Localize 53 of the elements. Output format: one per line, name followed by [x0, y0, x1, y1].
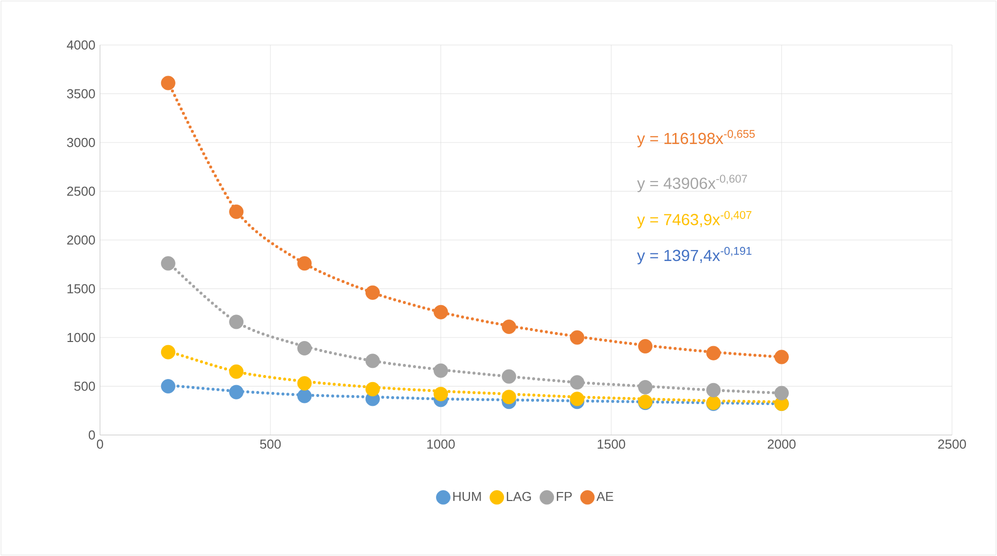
x-tick-label: 0 — [96, 440, 104, 449]
point — [638, 339, 652, 354]
point — [297, 376, 312, 391]
point — [502, 390, 516, 404]
x-tick-label: 1000 — [427, 440, 455, 449]
point — [365, 354, 380, 368]
point — [160, 344, 176, 360]
y-tick-label: 3000 — [67, 138, 95, 148]
annotation: y = 7463,9x$^{-0,407}$ — [637, 211, 752, 228]
point — [434, 386, 448, 402]
annotation: y = 1397,4x$^{-0,191}$ — [637, 246, 752, 264]
point — [160, 76, 176, 90]
point — [434, 304, 448, 320]
legend-label: HUM — [453, 492, 481, 502]
legend-label: FP — [556, 492, 572, 501]
point — [229, 384, 244, 400]
point — [365, 382, 380, 396]
annotation: y = 43906x$^{-0,607}$ — [637, 174, 747, 192]
point — [706, 382, 721, 398]
point — [434, 363, 448, 378]
x-tick-label: 2000 — [768, 440, 796, 449]
point — [502, 369, 516, 384]
point — [502, 320, 516, 334]
x-tick-label: 2500 — [938, 440, 966, 449]
annotation: y = 116198x$^{-0,655}$ — [637, 130, 755, 148]
x-tick-label: 1500 — [598, 440, 626, 449]
point — [774, 350, 789, 364]
y-tick-label: 1500 — [68, 284, 95, 294]
point — [297, 341, 312, 356]
x-tick-label: 500 — [260, 440, 281, 449]
y-tick-label: 2000 — [67, 235, 95, 245]
point — [570, 392, 584, 406]
point — [570, 375, 584, 390]
point — [160, 256, 176, 271]
y-tick-label: 3500 — [67, 89, 95, 98]
y-tick-label: 0 — [88, 430, 95, 440]
legend-label: LAG — [506, 492, 531, 502]
point — [706, 346, 721, 360]
legend-label: AE — [596, 492, 614, 501]
point — [297, 388, 312, 404]
point — [774, 386, 789, 400]
point — [160, 379, 176, 394]
point — [297, 256, 312, 271]
y-tick-label: 500 — [74, 382, 95, 391]
point — [365, 285, 380, 300]
y-tick-label: 2500 — [67, 186, 95, 196]
y-tick-label: 4000 — [66, 40, 95, 50]
point — [570, 330, 584, 345]
point — [229, 204, 244, 219]
point — [229, 314, 244, 330]
point — [638, 380, 652, 394]
y-tick-label: 1000 — [68, 332, 95, 342]
point — [229, 364, 244, 379]
